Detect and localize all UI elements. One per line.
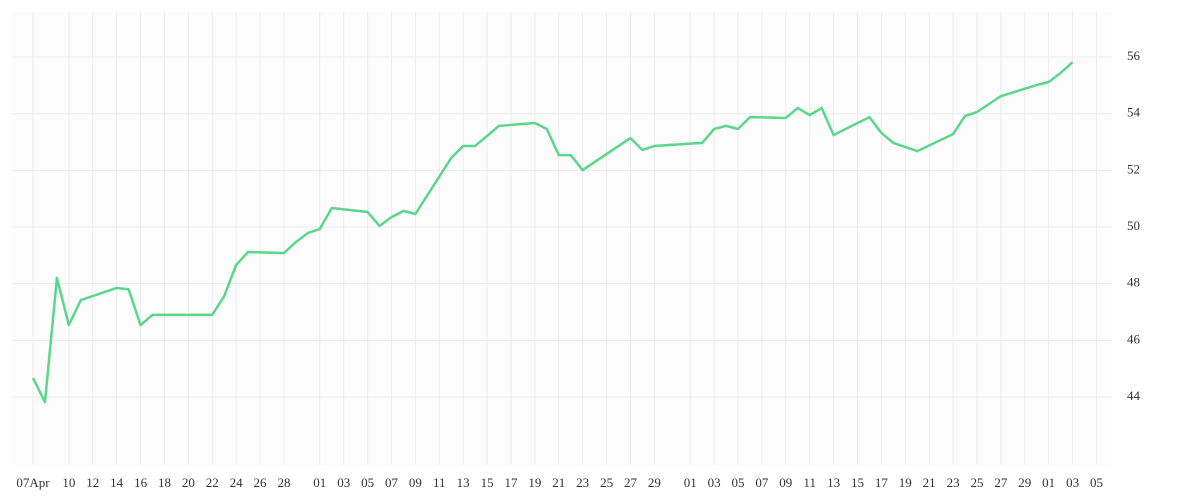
x-tick-label: 20	[182, 475, 195, 490]
x-tick-label: 17	[504, 475, 518, 490]
x-tick-label: 29	[648, 475, 661, 490]
y-tick-label: 54	[1127, 105, 1141, 120]
x-tick-label: 05	[1090, 475, 1103, 490]
x-tick-label: 22	[206, 475, 219, 490]
x-tick-label: 03	[708, 475, 721, 490]
y-tick-label: 50	[1127, 218, 1140, 233]
x-tick-label: 26	[254, 475, 268, 490]
x-tick-label: 07Apr	[16, 475, 50, 490]
x-tick-label: 21	[923, 475, 936, 490]
x-tick-label: 05	[732, 475, 745, 490]
x-tick-label: 16	[134, 475, 148, 490]
x-tick-label: 03	[1066, 475, 1079, 490]
x-tick-label: 05	[361, 475, 374, 490]
x-tick-label: 23	[576, 475, 589, 490]
x-tick-label: 25	[600, 475, 613, 490]
x-tick-label: 15	[851, 475, 864, 490]
x-tick-label: 28	[277, 475, 290, 490]
x-tick-label: 25	[970, 475, 983, 490]
x-tick-label: 27	[994, 475, 1008, 490]
x-tick-label: 13	[457, 475, 470, 490]
x-tick-label: 13	[827, 475, 840, 490]
x-tick-label: 01	[313, 475, 326, 490]
line	[31, 61, 1074, 404]
x-tick-label: 29	[1018, 475, 1031, 490]
x-tick-label: 23	[947, 475, 960, 490]
x-tick-label: 01	[684, 475, 697, 490]
x-tick-label: 21	[552, 475, 565, 490]
plot-area	[12, 12, 1112, 465]
y-tick-label: 52	[1127, 161, 1140, 176]
x-tick-label: 03	[337, 475, 350, 490]
x-tick-label: 09	[409, 475, 422, 490]
x-tick-label: 18	[158, 475, 171, 490]
x-tick-label: 10	[62, 475, 75, 490]
x-tick-label: 07	[755, 475, 769, 490]
x-tick-label: 27	[624, 475, 638, 490]
x-tick-label: 15	[481, 475, 494, 490]
x-tick-label: 19	[899, 475, 912, 490]
x-tick-label: 11	[433, 475, 446, 490]
x-tick-label: 01	[1042, 475, 1055, 490]
x-tick-label: 17	[875, 475, 889, 490]
y-tick-label: 44	[1127, 388, 1141, 403]
y-tick-label: 48	[1127, 275, 1140, 290]
x-tick-label: 19	[528, 475, 541, 490]
x-tick-label: 14	[110, 475, 124, 490]
x-tick-label: 24	[230, 475, 244, 490]
y-tick-label: 46	[1127, 331, 1141, 346]
x-tick-label: 12	[86, 475, 99, 490]
x-tick-label: 09	[779, 475, 792, 490]
x-tick-label: 11	[803, 475, 816, 490]
y-tick-label: 56	[1127, 48, 1141, 63]
x-tick-label: 07	[385, 475, 399, 490]
